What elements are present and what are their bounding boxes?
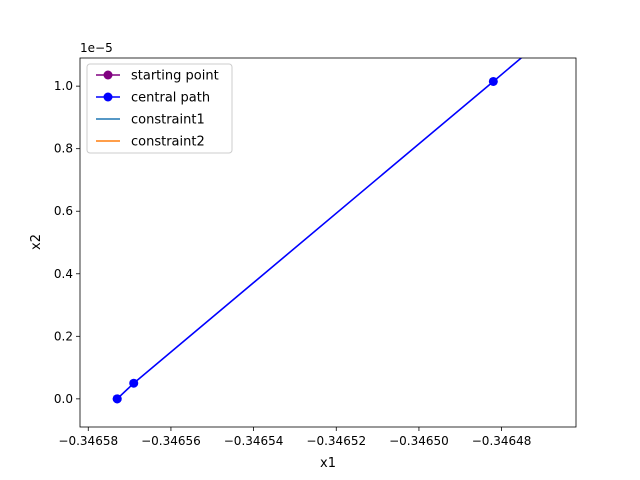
legend-label: constraint1	[131, 113, 205, 128]
x-axis-ticks: −0.34658 −0.34656 −0.34654 −0.34652 −0.34650…	[58, 427, 531, 448]
x-tick-label: −0.34648	[472, 434, 532, 448]
x-tick-label: −0.34658	[58, 434, 118, 448]
y-tick-label: 0.4	[54, 267, 73, 281]
point-starting-point	[112, 394, 122, 404]
x-tick-label: −0.34654	[224, 434, 284, 448]
y-tick-label: 1.0	[54, 79, 73, 93]
plot-frame	[79, 57, 577, 428]
point-central-path	[488, 76, 498, 86]
point-central-path	[129, 378, 139, 388]
x-tick-label: −0.34656	[141, 434, 201, 448]
x-axis-label: x1	[320, 456, 336, 471]
y-tick-label: 0.8	[54, 142, 73, 156]
x-tick-label: −0.34652	[306, 434, 366, 448]
y-tick-label: 0.0	[54, 392, 73, 406]
legend-label: central path	[131, 91, 210, 106]
legend: starting point central path constraint1 con…	[86, 63, 233, 154]
series-layer	[112, 58, 523, 404]
y-tick-label: 0.2	[54, 329, 73, 343]
legend-marker	[103, 70, 113, 80]
legend-box	[86, 63, 233, 154]
y-axis-label: x2	[29, 234, 44, 250]
series-line-central-path	[116, 58, 523, 400]
legend-label: starting point	[131, 69, 219, 84]
x-tick-label: −0.34650	[389, 434, 449, 448]
y-axis-ticks: 0.0 0.2 0.4 0.6 0.8 1.0	[54, 79, 80, 406]
y-tick-label: 0.6	[54, 204, 73, 218]
y-axis-offset-text: 1e−5	[80, 41, 113, 55]
legend-marker	[103, 92, 113, 102]
legend-items: starting point central path constraint1 con…	[96, 69, 219, 150]
legend-label: constraint2	[131, 135, 205, 150]
